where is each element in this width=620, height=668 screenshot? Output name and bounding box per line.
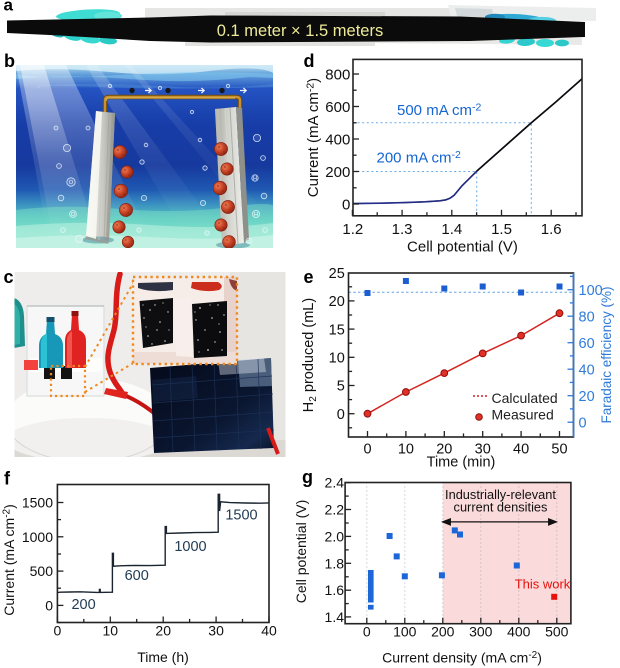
svg-text:20: 20 [436,442,452,458]
svg-text:current densities: current densities [454,500,548,515]
svg-text:1.2: 1.2 [342,221,363,238]
svg-text:80: 80 [579,309,595,325]
svg-text:1000: 1000 [22,529,53,545]
svg-text:40: 40 [579,362,595,378]
svg-text:2.4: 2.4 [325,475,345,491]
svg-text:300: 300 [469,624,493,640]
svg-text:0: 0 [337,407,345,423]
svg-text:1.6: 1.6 [541,221,562,238]
svg-text:5: 5 [337,379,345,395]
svg-text:10: 10 [103,623,119,639]
svg-text:e: e [304,267,314,287]
svg-text:0: 0 [45,597,53,613]
svg-text:100: 100 [393,624,417,640]
svg-text:Current (mA cm-2): Current (mA cm-2) [1,504,17,616]
svg-text:Cell potential (V): Cell potential (V) [293,500,309,604]
svg-text:40: 40 [513,442,529,458]
svg-text:200: 200 [71,597,95,613]
svg-text:500: 500 [30,563,54,579]
svg-text:Calculated: Calculated [492,390,558,406]
svg-text:Current density (mA cm-2): Current density (mA cm-2) [382,650,542,666]
svg-text:Time (h): Time (h) [137,649,189,665]
svg-text:H2 produced (mL): H2 produced (mL) [301,298,319,412]
svg-text:20: 20 [329,294,345,310]
svg-text:200 mA cm-2: 200 mA cm-2 [377,149,462,167]
svg-text:30: 30 [475,442,491,458]
svg-text:1.4: 1.4 [441,221,462,238]
svg-text:30: 30 [208,623,224,639]
svg-text:10: 10 [398,442,414,458]
svg-text:20: 20 [579,389,595,405]
svg-text:1.5: 1.5 [491,221,512,238]
svg-text:0: 0 [363,442,371,458]
svg-text:500: 500 [545,624,569,640]
svg-text:50: 50 [551,442,567,458]
svg-text:Industrially-relevant: Industrially-relevant [445,487,556,502]
svg-text:b: b [4,51,15,71]
svg-text:1.4: 1.4 [325,609,345,625]
svg-text:a: a [4,0,14,15]
svg-text:10: 10 [329,351,345,367]
svg-text:2.0: 2.0 [325,528,345,544]
svg-text:400: 400 [507,624,531,640]
svg-text:60: 60 [579,336,595,352]
svg-text:20: 20 [155,623,171,639]
svg-text:d: d [304,51,315,71]
svg-text:15: 15 [329,322,345,338]
svg-text:0.1 meter × 1.5 meters: 0.1 meter × 1.5 meters [217,22,383,40]
svg-text:200: 200 [325,164,350,181]
svg-text:1.8: 1.8 [325,555,345,571]
svg-text:Current (mA cm-2): Current (mA cm-2) [305,78,323,197]
svg-text:600: 600 [125,568,149,584]
svg-text:500 mA cm-2: 500 mA cm-2 [397,102,482,120]
svg-text:O: O [69,180,74,186]
svg-text:40: 40 [261,623,277,639]
svg-text:1.6: 1.6 [325,582,345,598]
svg-text:Time (min): Time (min) [427,455,496,471]
svg-text:g: g [302,467,313,487]
svg-text:Faradaic efficiency (%): Faradaic efficiency (%) [599,286,614,423]
svg-text:0: 0 [54,623,62,639]
svg-text:400: 400 [325,131,350,148]
svg-text:1000: 1000 [174,539,206,555]
svg-text:100: 100 [579,283,603,299]
svg-text:1500: 1500 [225,508,257,524]
svg-text:800: 800 [325,66,350,83]
svg-text:Cell potential (V): Cell potential (V) [407,239,518,256]
svg-text:0: 0 [579,415,587,431]
svg-text:f: f [4,469,11,489]
svg-text:2.2: 2.2 [325,502,345,518]
svg-text:H: H [253,176,257,182]
svg-text:200: 200 [431,624,455,640]
svg-text:This work: This work [515,577,571,592]
svg-text:1.3: 1.3 [392,221,413,238]
svg-text:O: O [71,212,76,218]
svg-text:Measured: Measured [492,406,554,422]
svg-text:0: 0 [363,624,371,640]
svg-text:600: 600 [325,99,350,116]
svg-text:c: c [4,267,14,287]
svg-text:0: 0 [342,196,350,213]
svg-text:H: H [254,212,258,218]
svg-text:1500: 1500 [22,495,53,511]
svg-text:25: 25 [329,266,345,282]
